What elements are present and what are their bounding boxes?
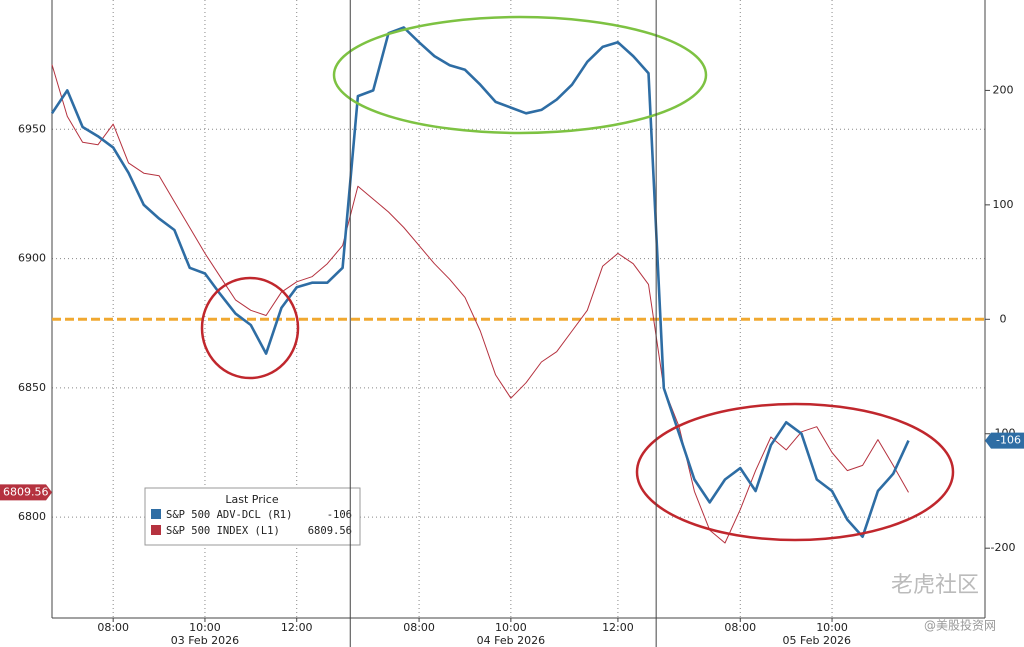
legend-value: -106 <box>327 509 352 521</box>
series-line <box>50 26 910 538</box>
last-value-flag <box>985 432 1024 449</box>
legend-box <box>144 487 361 546</box>
x-tick-label: 12:00 <box>602 621 634 634</box>
y2-tick-label: 100 <box>993 198 1014 211</box>
legend-label: S&P 500 ADV-DCL (R1) <box>166 509 292 521</box>
watermark: @美股投资网 <box>924 618 996 633</box>
annotation-ellipse <box>332 15 708 135</box>
watermark: 老虎社区 <box>891 573 979 598</box>
x-tick-label: 08:00 <box>724 621 756 634</box>
legend-value: 6809.56 <box>308 525 352 537</box>
y-tick-label: 6950 <box>18 122 46 135</box>
last-value-label: -106 <box>996 434 1021 447</box>
x-tick-label: 12:00 <box>281 621 313 634</box>
x-tick-label: 10:00 <box>189 621 221 634</box>
y-tick-label: 6800 <box>18 510 46 523</box>
x-tick-label: 08:00 <box>97 621 129 634</box>
date-label: 03 Feb 2026 <box>171 634 239 647</box>
y-tick-label: 6850 <box>18 381 46 394</box>
last-value-flag <box>0 484 52 501</box>
legend-swatch <box>151 509 161 519</box>
x-tick-label: 08:00 <box>403 621 435 634</box>
series-line <box>51 64 909 544</box>
last-value-label: 6809.56 <box>3 485 49 498</box>
y2-tick-label: 200 <box>993 83 1014 96</box>
annotation-ellipse <box>200 276 300 380</box>
plot <box>50 26 985 544</box>
legend: Last Price S&P 500 ADV-DCL (R1) -106 S&P… <box>144 487 361 546</box>
x-tick-label: 10:00 <box>495 621 527 634</box>
x-tick-label: 10:00 <box>816 621 848 634</box>
y-tick-label: 6900 <box>18 252 46 265</box>
y2-tick-label: -200 <box>991 541 1016 554</box>
y2-tick-label: 0 <box>1000 312 1007 325</box>
annotation-ellipse <box>635 402 955 542</box>
date-label: 05 Feb 2026 <box>783 634 851 647</box>
legend-label: S&P 500 INDEX (L1) <box>166 525 280 537</box>
legend-swatch <box>151 525 161 535</box>
date-label: 04 Feb 2026 <box>477 634 545 647</box>
legend-title: Last Price <box>225 493 278 506</box>
